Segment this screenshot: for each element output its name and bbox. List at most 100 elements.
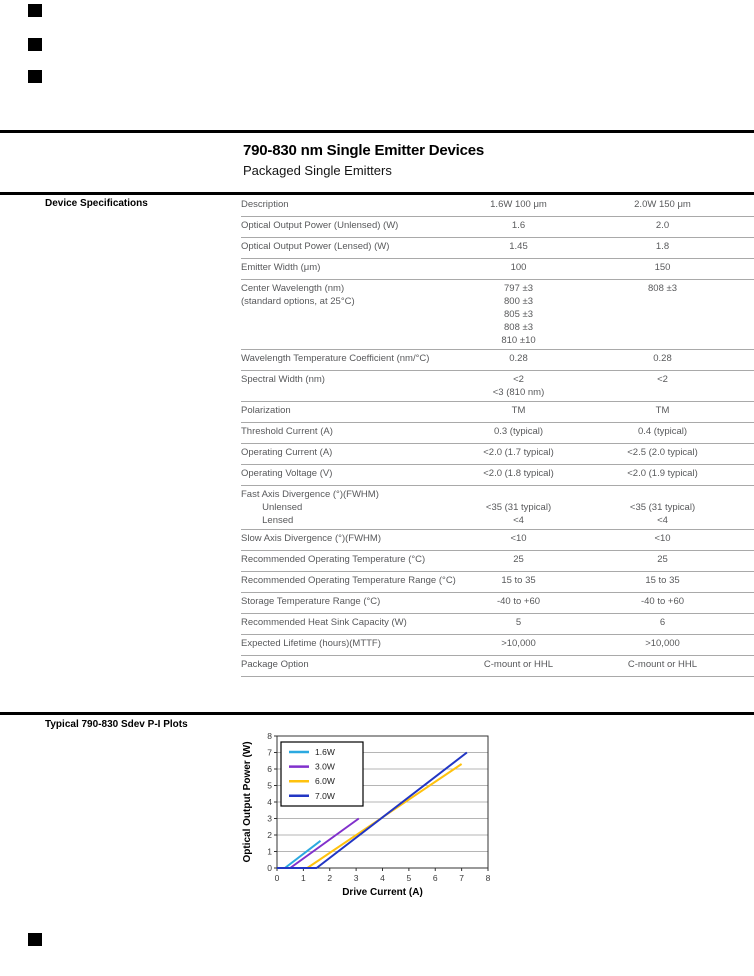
spec-value-2: 15 to 35 [645, 575, 680, 586]
spec-value-1: C-mount or HHL [483, 659, 554, 670]
table-row: Recommended Operating Temperature Range … [241, 572, 754, 593]
spec-value-2: 0.28 [653, 353, 672, 364]
table-row: Threshold Current (A) 0.3 (typical) 0.4 (t… [241, 423, 754, 444]
spec-value-2: 150 [654, 262, 671, 273]
table-row: Storage Temperature Range (°C) -40 to +60… [241, 593, 754, 614]
legend-label-6.0W: 6.0W [315, 776, 335, 786]
spec-value-2: 1.8 [655, 241, 670, 252]
spec-label: Package Option [241, 659, 309, 670]
table-row: Fast Axis Divergence (°)(FWHM) Unlensed … [241, 486, 754, 530]
spec-value-1: <2 <3 (810 nm) [492, 374, 545, 398]
spec-label: Slow Axis Divergence (°)(FWHM) [241, 533, 381, 544]
y-tick-label: 0 [267, 863, 272, 873]
spec-label: Optical Output Power (Unlensed) (W) [241, 220, 399, 231]
y-axis-label: Optical Output Power (W) [242, 741, 253, 862]
x-tick-label: 0 [275, 873, 280, 883]
x-tick-label: 1 [301, 873, 306, 883]
table-row: Center Wavelength (nm) (standard options… [241, 280, 754, 350]
pi-plots-label: Typical 790-830 Sdev P-I Plots [45, 719, 188, 730]
spec-header-description: Description [241, 199, 289, 210]
plots-section-rule [0, 712, 754, 715]
spec-value-1: TM [511, 405, 526, 416]
spec-value-2: -40 to +60 [640, 596, 685, 607]
spec-label: Emitter Width (μm) [241, 262, 321, 273]
table-row: Recommended Heat Sink Capacity (W) 5 6 [241, 614, 754, 635]
table-row: Optical Output Power (Lensed) (W) 1.45 1.8 [241, 238, 754, 259]
x-tick-label: 5 [407, 873, 412, 883]
pi-plot-chart: 0 1 2 3 4 5 6 7 8 0 1 2 3 4 5 6 7 8 1.6W 3.0W 6.0W 7.0W Drive … [238, 728, 508, 918]
registration-mark-top-1 [28, 4, 42, 17]
table-row: Slow Axis Divergence (°)(FWHM) <10 <10 [241, 530, 754, 551]
spec-label: Optical Output Power (Lensed) (W) [241, 241, 390, 252]
table-row: Spectral Width (nm) <2 <3 (810 nm) <2 [241, 371, 754, 402]
table-row: Expected Lifetime (hours)(MTTF) >10,000 >1… [241, 635, 754, 656]
spec-value-2: 808 ±3 [648, 283, 677, 294]
pi-chart: 0 1 2 3 4 5 6 7 8 0 1 2 3 4 5 6 7 8 1.6W 3.0W 6.0W 7.0W Drive … [242, 731, 491, 898]
x-tick-label: 7 [459, 873, 464, 883]
spec-value-1: 797 ±3 800 ±3 805 ±3 808 ±3 810 ±10 [501, 283, 536, 346]
x-tick-label: 2 [327, 873, 332, 883]
spec-label: Polarization [241, 405, 291, 416]
table-row: Optical Output Power (Unlensed) (W) 1.6 2.… [241, 217, 754, 238]
spec-value-2: <10 [654, 533, 671, 544]
table-row: Recommended Operating Temperature (°C) 25… [241, 551, 754, 572]
table-row: Wavelength Temperature Coefficient (nm/°… [241, 350, 754, 371]
spec-value-2: 2.0 [655, 220, 670, 231]
x-tick-label: 6 [433, 873, 438, 883]
legend-label-1.6W: 1.6W [315, 747, 335, 757]
table-row: Operating Voltage (V) <2.0 (1.8 typical) <… [241, 465, 754, 486]
table-row: Polarization TM TM [241, 402, 754, 423]
x-tick-label: 3 [354, 873, 359, 883]
spec-value-2: C-mount or HHL [627, 659, 698, 670]
header-top-rule [0, 130, 754, 133]
spec-label: Threshold Current (A) [241, 426, 333, 437]
page-title: 790-830 nm Single Emitter Devices [243, 142, 485, 159]
spec-value-2: <2 [657, 374, 668, 385]
registration-mark-top-2 [28, 38, 42, 51]
spec-label: Spectral Width (nm) [241, 374, 325, 385]
y-tick-label: 5 [267, 781, 272, 791]
x-axis-label: Drive Current (A) [342, 887, 423, 898]
spec-label: Expected Lifetime (hours)(MTTF) [241, 638, 381, 649]
page-subtitle: Packaged Single Emitters [243, 163, 392, 178]
spec-header-row: Description 1.6W 100 μm 2.0W 150 μm [241, 196, 754, 217]
spec-value-1: 15 to 35 [501, 575, 536, 586]
registration-mark-bottom [28, 933, 42, 946]
registration-mark-top-3 [28, 70, 42, 83]
spec-value-2: >10,000 [645, 638, 680, 649]
spec-value-1: 1.45 [509, 241, 528, 252]
spec-value-2: <2.5 (2.0 typical) [627, 447, 698, 458]
spec-value-1: -40 to +60 [496, 596, 541, 607]
spec-label: Recommended Heat Sink Capacity (W) [241, 617, 407, 628]
spec-value-1: 1.6 [511, 220, 526, 231]
spec-label: Fast Axis Divergence (°)(FWHM) Unlensed … [241, 489, 379, 526]
spec-label: Recommended Operating Temperature Range … [241, 575, 456, 586]
spec-value-2: TM [655, 405, 670, 416]
spec-label: Operating Current (A) [241, 447, 333, 458]
spec-value-1: 25 [513, 554, 524, 565]
spec-label: Recommended Operating Temperature (°C) [241, 554, 426, 565]
header-bottom-rule [0, 192, 754, 195]
spec-value-2: <35 (31 typical) <4 [629, 502, 696, 526]
series-line-7.0W [277, 751, 468, 869]
table-row: Operating Current (A) <2.0 (1.7 typical) <… [241, 444, 754, 465]
spec-value-1: <10 [510, 533, 527, 544]
spec-header-device-2: 2.0W 150 μm [634, 199, 691, 210]
spec-label: Operating Voltage (V) [241, 468, 333, 479]
y-tick-label: 1 [267, 847, 272, 857]
spec-value-1: 0.28 [509, 353, 528, 364]
spec-label: Storage Temperature Range (°C) [241, 596, 381, 607]
table-row: Emitter Width (μm) 100 150 [241, 259, 754, 280]
spec-value-2: <2.0 (1.9 typical) [627, 468, 698, 479]
spec-value-1: 0.3 (typical) [493, 426, 544, 437]
y-tick-label: 3 [267, 814, 272, 824]
spec-label: Center Wavelength (nm) (standard options… [241, 283, 355, 307]
spec-value-1: <2.0 (1.7 typical) [483, 447, 554, 458]
x-tick-label: 4 [380, 873, 385, 883]
spec-value-1: 5 [515, 617, 522, 628]
legend-label-7.0W: 7.0W [315, 791, 335, 801]
legend-label-3.0W: 3.0W [315, 762, 335, 772]
y-tick-label: 7 [267, 748, 272, 758]
spec-value-1: >10,000 [501, 638, 536, 649]
spec-value-1: <2.0 (1.8 typical) [483, 468, 554, 479]
